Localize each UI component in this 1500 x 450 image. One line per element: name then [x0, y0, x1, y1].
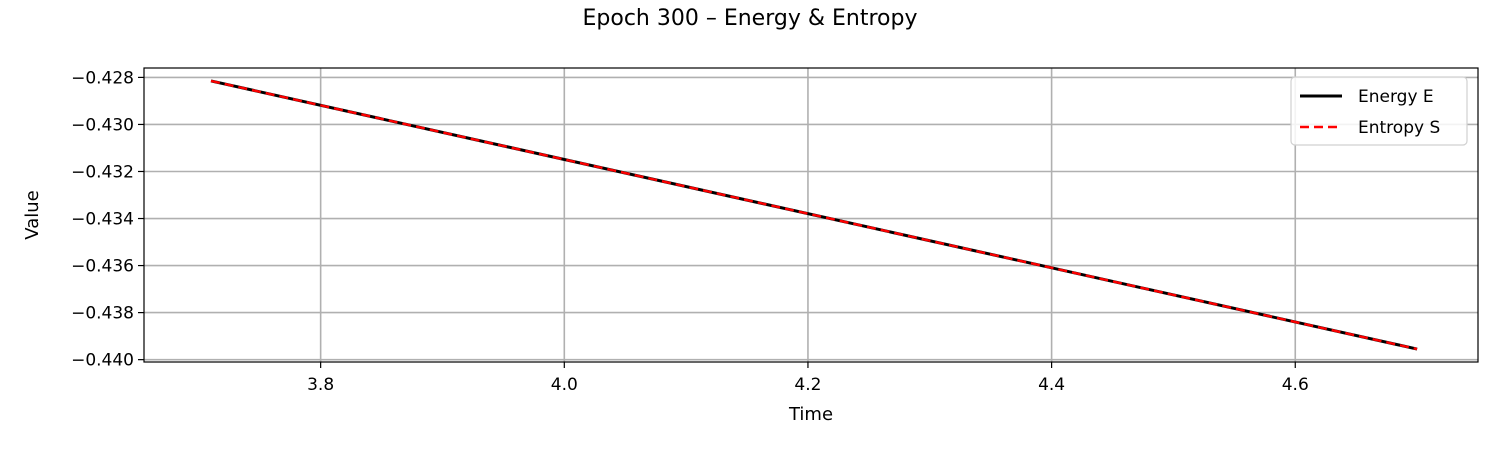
x-tick-label: 4.2: [794, 375, 821, 395]
x-tick-label: 4.4: [1038, 375, 1065, 395]
x-tick-label: 4.6: [1282, 375, 1309, 395]
chart-title: Epoch 300 – Energy & Entropy: [582, 6, 918, 31]
x-tick-label: 4.0: [551, 375, 578, 395]
y-tick-label: −0.438: [71, 304, 134, 324]
y-tick-label: −0.432: [71, 162, 134, 182]
series-lines: [210, 79, 1418, 351]
x-tick-label: 3.8: [307, 375, 334, 395]
legend: Energy E Entropy S: [1290, 76, 1468, 146]
x-axis-label: Time: [788, 404, 833, 425]
y-tick-label: −0.436: [71, 257, 134, 277]
legend-label: Energy E: [1358, 87, 1434, 107]
y-axis-label: Value: [22, 190, 43, 239]
y-tick-label: −0.434: [71, 210, 134, 230]
y-tick-label: −0.430: [71, 115, 134, 135]
y-tick-label: −0.440: [71, 351, 134, 371]
axis-ticks: 3.8 4.0 4.2 4.4 4.6 −0.428 −0.430 −0.432 −0.434 −…: [71, 68, 1309, 395]
plot-frame: [143, 67, 1479, 363]
y-tick-label: −0.428: [71, 68, 134, 88]
series-line-entropy-s: [210, 79, 1418, 351]
legend-label: Entropy S: [1358, 118, 1440, 138]
